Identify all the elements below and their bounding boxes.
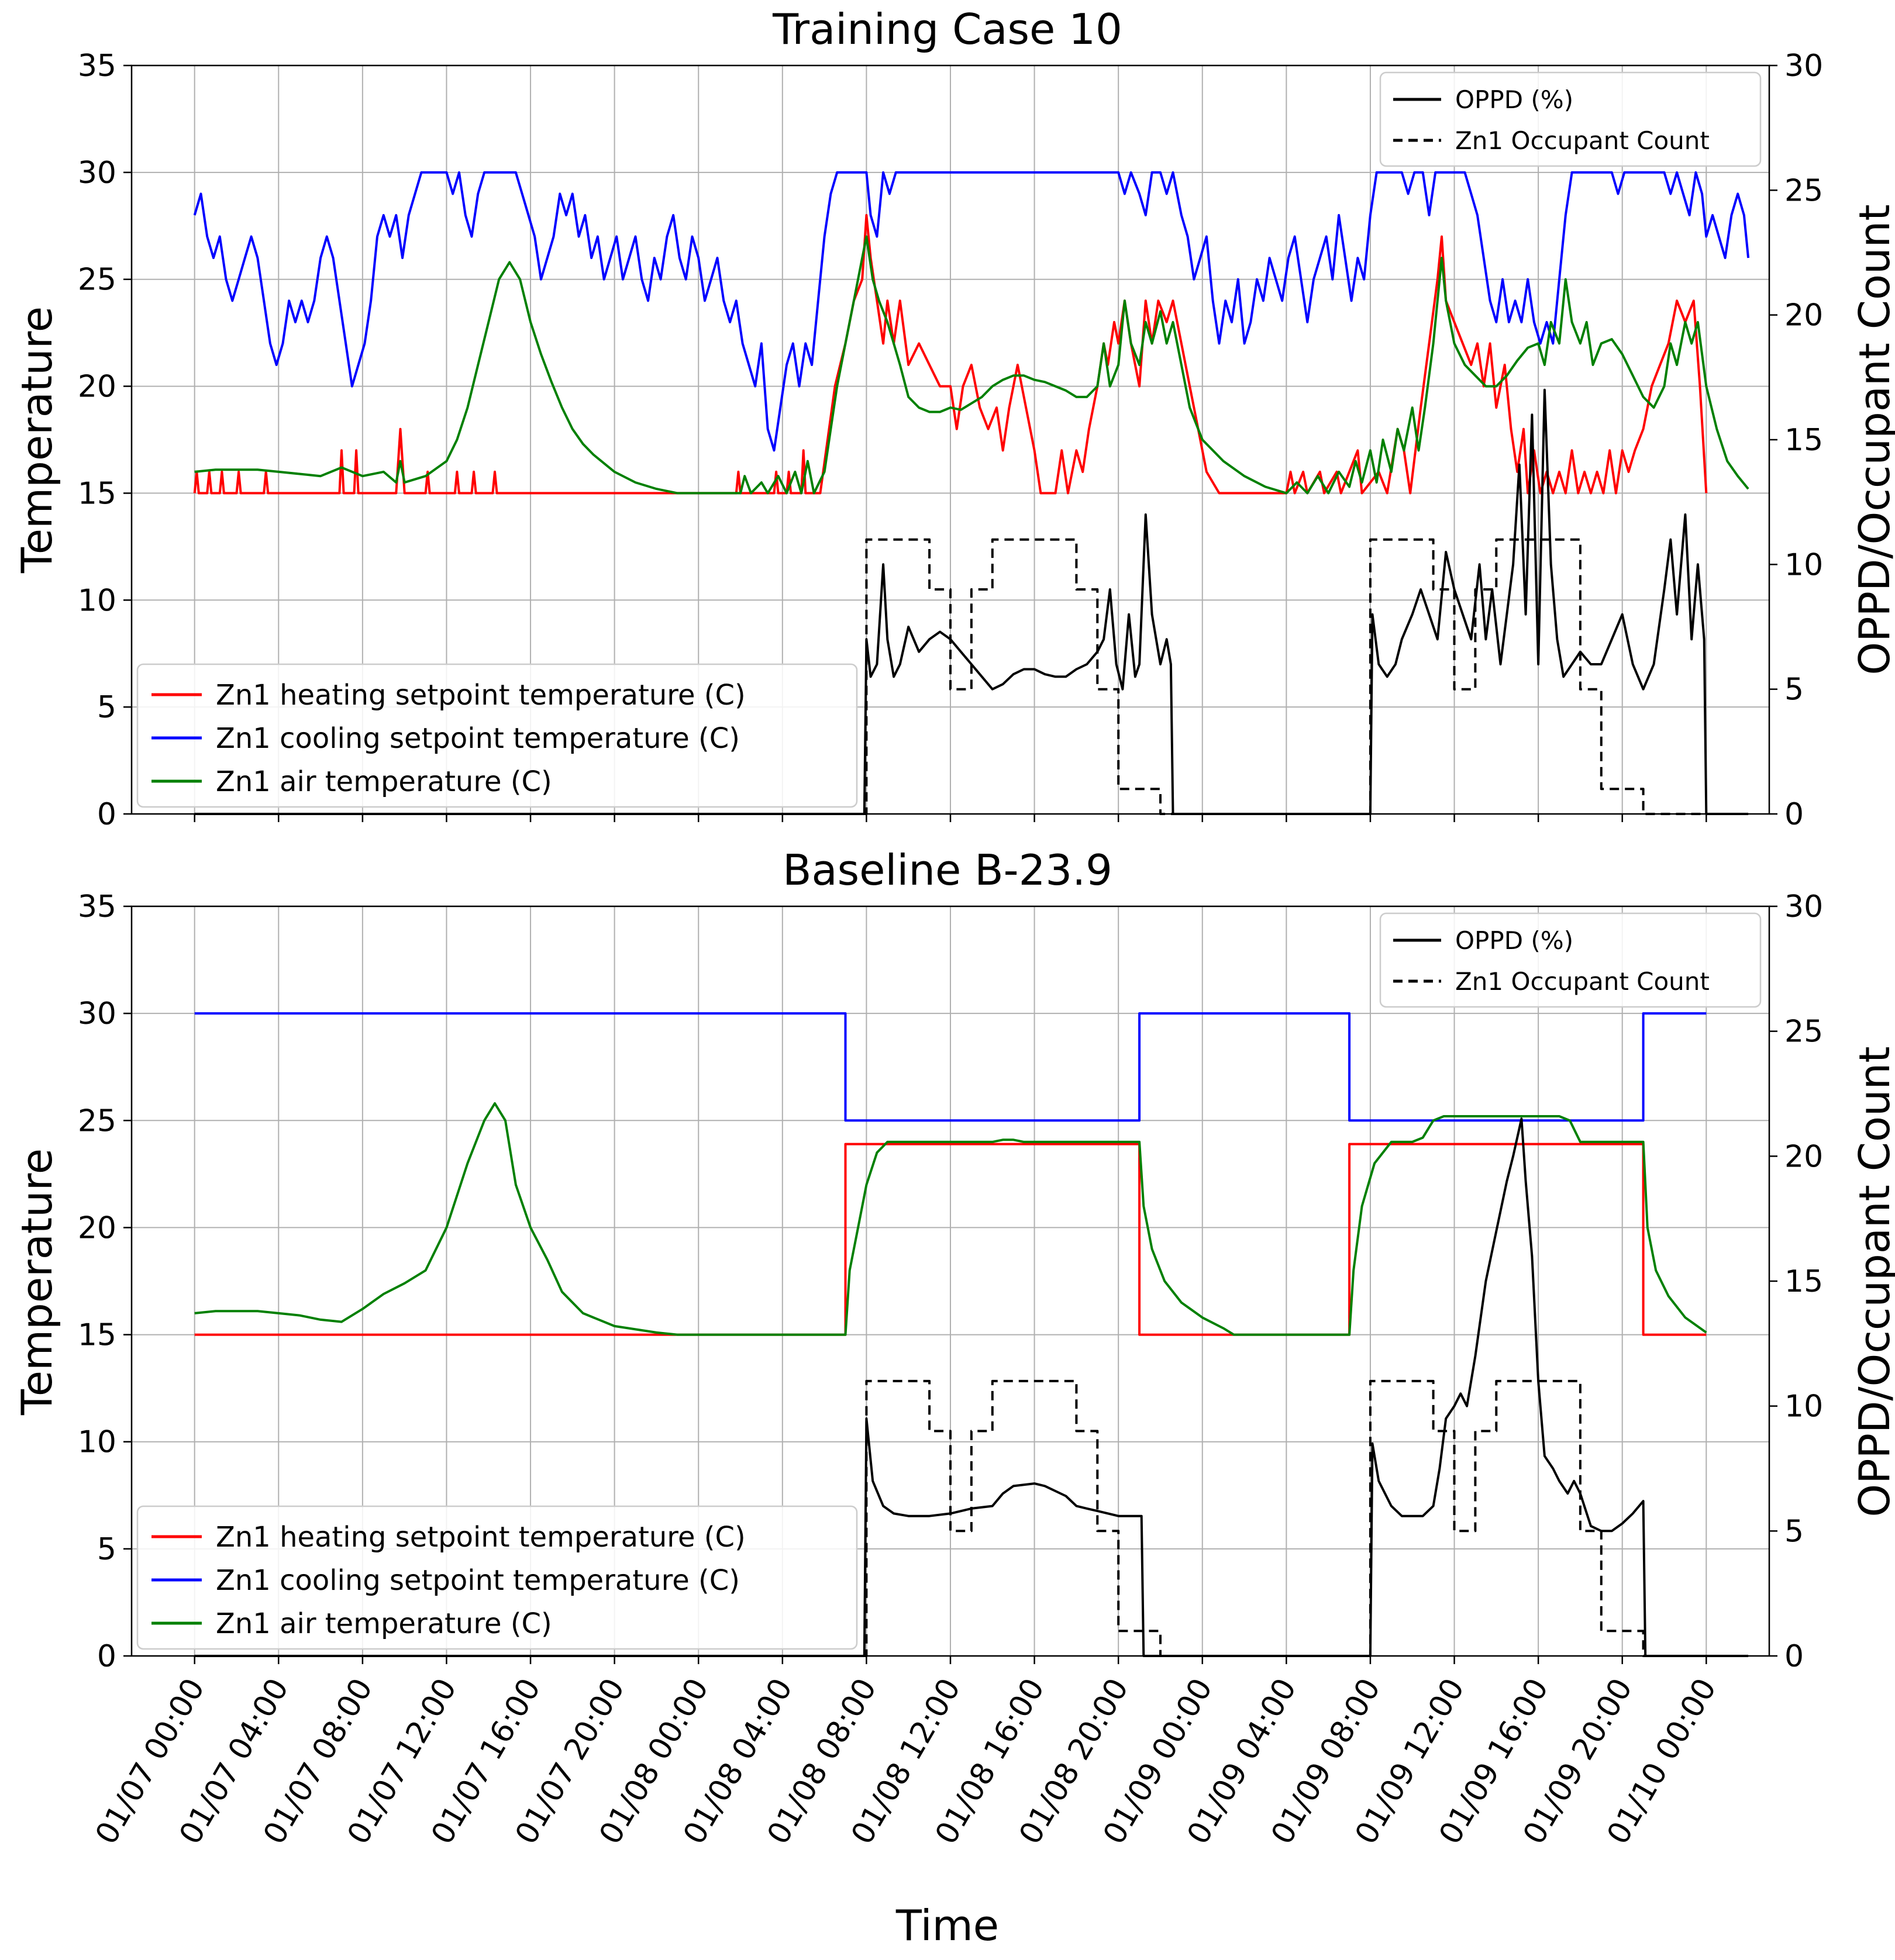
legend-left: Zn1 heating setpoint temperature (C) Zn1 … <box>136 1505 858 1650</box>
y-tick-label-right: 0 <box>1784 1639 1804 1674</box>
y-tick-label-left: 25 <box>78 263 116 298</box>
legend-entry: Zn1 cooling setpoint temperature (C) <box>216 722 740 755</box>
y-tick-label-right: 10 <box>1784 547 1823 582</box>
legend-left: Zn1 heating setpoint temperature (C) Zn1 … <box>136 663 858 808</box>
plot-series <box>194 1012 1749 1657</box>
y-tick-label-right: 30 <box>1784 49 1823 84</box>
legend-box <box>136 1505 858 1650</box>
series-line-zn1-occupant-count <box>194 538 1749 815</box>
series-line-zn1-cooling-setpoint-temperature-c <box>193 171 1750 452</box>
y-tick-label-right: 5 <box>1784 672 1804 708</box>
y-tick-label-right: 20 <box>1784 1139 1823 1174</box>
y-tick-label-right: 30 <box>1784 889 1823 924</box>
y-tick-label-right: 25 <box>1784 173 1823 208</box>
y-axis-label-left: Temperature <box>12 1148 61 1416</box>
series-line-oppd <box>194 1117 1749 1657</box>
y-axis-label-right: OPPD/Occupant Count <box>1850 1046 1895 1517</box>
y-tick-label-left: 10 <box>78 1425 116 1460</box>
y-tick-label-left: 10 <box>78 583 116 618</box>
y-tick-label-left: 30 <box>78 156 116 191</box>
legend-right: OPPD (%) Zn1 Occupant Count <box>1379 912 1762 1008</box>
x-axis-label: Time <box>895 1901 999 1950</box>
legend-entry: OPPD (%) <box>1455 926 1573 955</box>
y-axis-label-right: OPPD/Occupant Count <box>1850 204 1895 675</box>
legend-entry: Zn1 air temperature (C) <box>216 1607 552 1640</box>
y-tick-label-left: 20 <box>78 370 116 405</box>
y-tick-label-left: 0 <box>97 1639 116 1674</box>
y-tick-label-right: 0 <box>1784 797 1804 832</box>
y-tick-label-left: 35 <box>78 889 116 924</box>
y-tick-label-left: 25 <box>78 1103 116 1138</box>
series-line-zn1-heating-setpoint-temperature-c <box>193 214 1708 495</box>
y-tick-label-left: 15 <box>78 476 116 511</box>
chart-title: Baseline B-23.9 <box>783 846 1112 895</box>
y-tick-label-right: 20 <box>1784 298 1823 333</box>
legend-entry: OPPD (%) <box>1455 85 1573 114</box>
legend-entry: Zn1 heating setpoint temperature (C) <box>216 1521 746 1554</box>
y-tick-label-right: 15 <box>1784 423 1823 458</box>
axis-ticks: 0 5 10 15 20 25 30 35 0 5 10 15 20 25 30 <box>78 49 1823 832</box>
legend-entry: Zn1 air temperature (C) <box>216 765 552 798</box>
legend-entry: Zn1 cooling setpoint temperature (C) <box>216 1564 740 1597</box>
top-chart: Training Case 10 0 5 10 15 20 25 30 35 0 5 10 15 20 2… <box>12 5 1895 832</box>
series-line-zn1-air-temperature-c <box>194 235 1749 495</box>
legend-entry: Zn1 Occupant Count <box>1455 967 1710 996</box>
y-tick-label-left: 0 <box>97 797 116 832</box>
y-tick-label-right: 5 <box>1784 1514 1804 1549</box>
y-axis-label-left: Temperature <box>12 306 61 574</box>
legend-box <box>1379 71 1762 167</box>
series-line-zn1-air-temperature-c <box>194 1102 1707 1336</box>
plot-series <box>193 171 1750 815</box>
chart-title: Training Case 10 <box>772 5 1122 54</box>
legend-entry: Zn1 heating setpoint temperature (C) <box>216 679 746 712</box>
legend-right: OPPD (%) Zn1 Occupant Count <box>1379 71 1762 167</box>
y-tick-label-left: 5 <box>97 1532 116 1567</box>
legend-box <box>1379 912 1762 1008</box>
series-line-zn1-cooling-setpoint-temperature-c <box>194 1012 1707 1122</box>
series-line-zn1-occupant-count <box>194 1379 1749 1657</box>
legend-entry: Zn1 Occupant Count <box>1455 126 1710 155</box>
y-tick-label-right: 15 <box>1784 1264 1823 1299</box>
series-line-oppd <box>194 388 1749 815</box>
y-tick-label-left: 30 <box>78 996 116 1031</box>
y-tick-label-left: 5 <box>97 690 116 725</box>
y-tick-label-right: 25 <box>1784 1014 1823 1050</box>
y-tick-label-left: 35 <box>78 49 116 84</box>
y-tick-label-left: 20 <box>78 1210 116 1245</box>
y-tick-label-left: 15 <box>78 1318 116 1353</box>
y-tick-label-right: 10 <box>1784 1389 1823 1424</box>
legend-box <box>136 663 858 808</box>
